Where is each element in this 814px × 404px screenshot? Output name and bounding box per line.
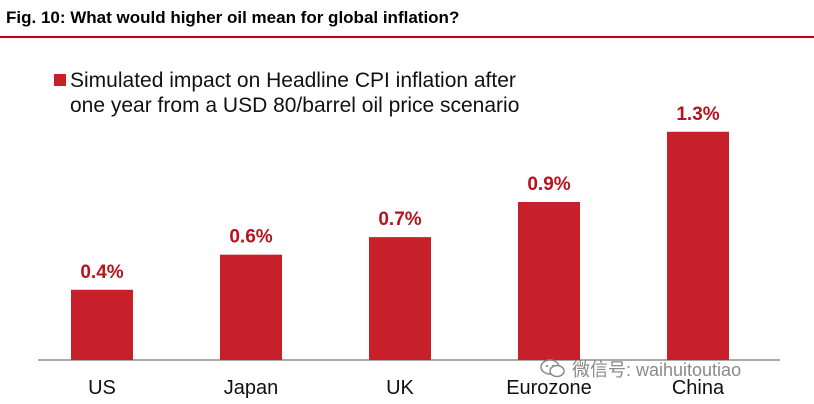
x-tick-label-china: China [672,377,725,399]
x-tick-label-uk: UK [386,377,414,399]
data-label-eurozone: 0.9% [527,174,570,195]
data-label-us: 0.4% [80,262,123,283]
data-label-japan: 0.6% [229,227,272,248]
data-label-uk: 0.7% [378,209,421,230]
bar-china [667,131,729,360]
legend-text-line-1: Simulated impact on Headline CPI inflati… [70,69,516,92]
watermark-text: 微信号: waihuitoutiao [572,360,742,380]
bar-japan [220,254,282,360]
wechat-icon [540,359,565,378]
legend-text-line-2: one year from a USD 80/barrel oil price … [70,94,520,117]
x-tick-label-japan: Japan [224,377,279,399]
chart-title: Fig. 10: What would higher oil mean for … [6,8,460,27]
data-label-china: 1.3% [676,104,719,125]
x-tick-label-us: US [88,377,116,399]
legend-swatch [54,74,66,86]
watermark: 微信号: waihuitoutiao [540,356,741,382]
bar-uk [369,237,431,360]
x-tick-label-eurozone: Eurozone [506,377,592,399]
title-divider [0,36,814,38]
legend: Simulated impact on Headline CPI inflati… [54,68,520,118]
bar-us [71,289,133,360]
bar-eurozone [518,202,580,360]
